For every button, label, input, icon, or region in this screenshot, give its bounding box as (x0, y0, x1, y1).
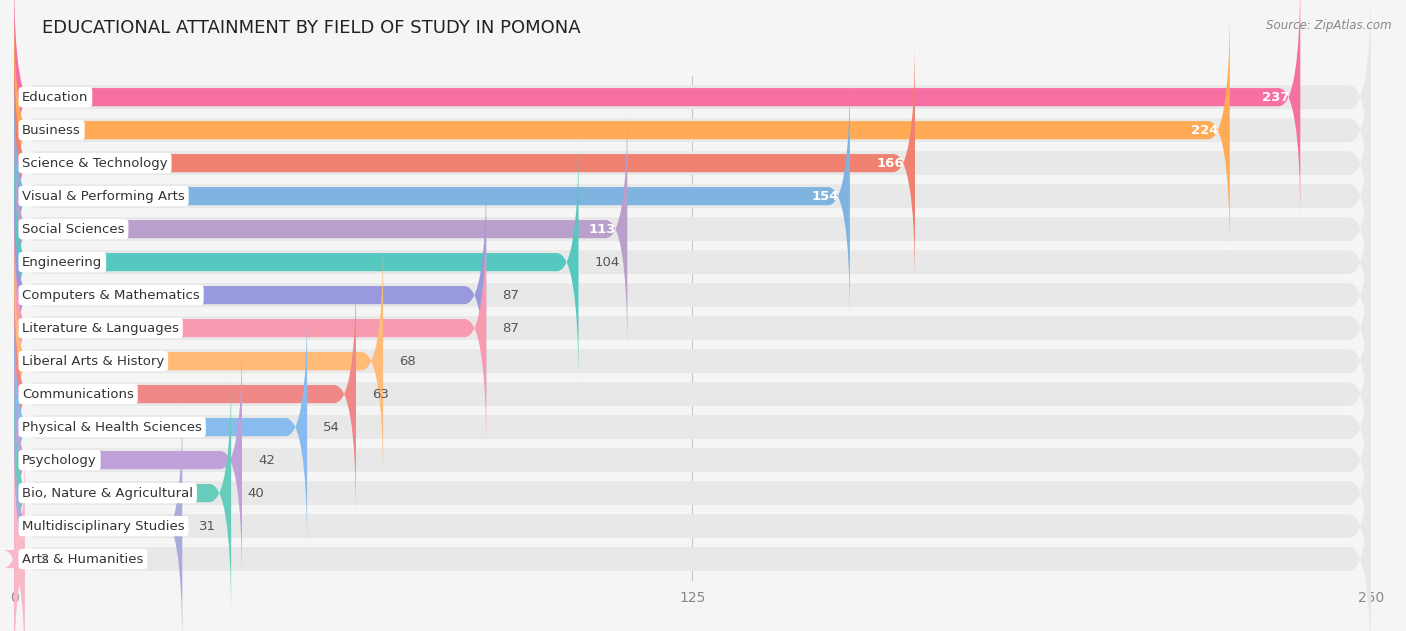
FancyBboxPatch shape (14, 208, 1371, 448)
Text: 68: 68 (399, 355, 416, 368)
FancyBboxPatch shape (14, 76, 1371, 316)
FancyBboxPatch shape (14, 109, 1371, 349)
FancyBboxPatch shape (14, 403, 183, 631)
Text: 63: 63 (373, 387, 389, 401)
FancyBboxPatch shape (14, 271, 356, 517)
Text: EDUCATIONAL ATTAINMENT BY FIELD OF STUDY IN POMONA: EDUCATIONAL ATTAINMENT BY FIELD OF STUDY… (42, 19, 581, 37)
Text: 166: 166 (876, 156, 904, 170)
Text: Visual & Performing Arts: Visual & Performing Arts (22, 190, 186, 203)
FancyBboxPatch shape (14, 274, 1371, 514)
Text: Computers & Mathematics: Computers & Mathematics (22, 288, 200, 302)
FancyBboxPatch shape (14, 0, 1371, 217)
Text: Multidisciplinary Studies: Multidisciplinary Studies (22, 519, 184, 533)
Text: 2: 2 (41, 553, 49, 565)
FancyBboxPatch shape (14, 337, 242, 583)
Text: 224: 224 (1191, 124, 1219, 137)
Text: Social Sciences: Social Sciences (22, 223, 125, 235)
Text: 54: 54 (323, 421, 340, 433)
Text: 87: 87 (502, 322, 519, 334)
FancyBboxPatch shape (14, 8, 1230, 253)
Text: Liberal Arts & History: Liberal Arts & History (22, 355, 165, 368)
FancyBboxPatch shape (14, 205, 486, 451)
Text: 31: 31 (198, 519, 215, 533)
FancyBboxPatch shape (14, 439, 1371, 631)
Text: Source: ZipAtlas.com: Source: ZipAtlas.com (1267, 19, 1392, 32)
Text: 87: 87 (502, 288, 519, 302)
Text: 40: 40 (247, 487, 264, 500)
Text: Psychology: Psychology (22, 454, 97, 466)
Text: 237: 237 (1263, 91, 1289, 103)
Text: 42: 42 (259, 454, 276, 466)
Text: 104: 104 (595, 256, 620, 269)
FancyBboxPatch shape (14, 139, 578, 385)
FancyBboxPatch shape (14, 40, 915, 286)
Text: Business: Business (22, 124, 82, 137)
Text: Education: Education (22, 91, 89, 103)
FancyBboxPatch shape (14, 340, 1371, 580)
FancyBboxPatch shape (14, 10, 1371, 251)
Text: Bio, Nature & Agricultural: Bio, Nature & Agricultural (22, 487, 193, 500)
Text: Communications: Communications (22, 387, 134, 401)
Text: Science & Technology: Science & Technology (22, 156, 167, 170)
FancyBboxPatch shape (14, 241, 1371, 481)
FancyBboxPatch shape (14, 0, 1301, 220)
Text: 154: 154 (811, 190, 839, 203)
Text: Literature & Languages: Literature & Languages (22, 322, 179, 334)
FancyBboxPatch shape (14, 370, 231, 616)
FancyBboxPatch shape (3, 436, 35, 631)
FancyBboxPatch shape (14, 142, 1371, 382)
FancyBboxPatch shape (14, 43, 1371, 283)
FancyBboxPatch shape (14, 406, 1371, 631)
FancyBboxPatch shape (14, 172, 486, 418)
FancyBboxPatch shape (14, 307, 1371, 547)
Text: Physical & Health Sciences: Physical & Health Sciences (22, 421, 202, 433)
FancyBboxPatch shape (14, 373, 1371, 613)
Text: 113: 113 (589, 223, 616, 235)
Text: Engineering: Engineering (22, 256, 103, 269)
FancyBboxPatch shape (14, 175, 1371, 415)
FancyBboxPatch shape (14, 304, 307, 550)
FancyBboxPatch shape (14, 106, 627, 352)
Text: Arts & Humanities: Arts & Humanities (22, 553, 143, 565)
FancyBboxPatch shape (14, 239, 382, 484)
FancyBboxPatch shape (14, 73, 849, 319)
